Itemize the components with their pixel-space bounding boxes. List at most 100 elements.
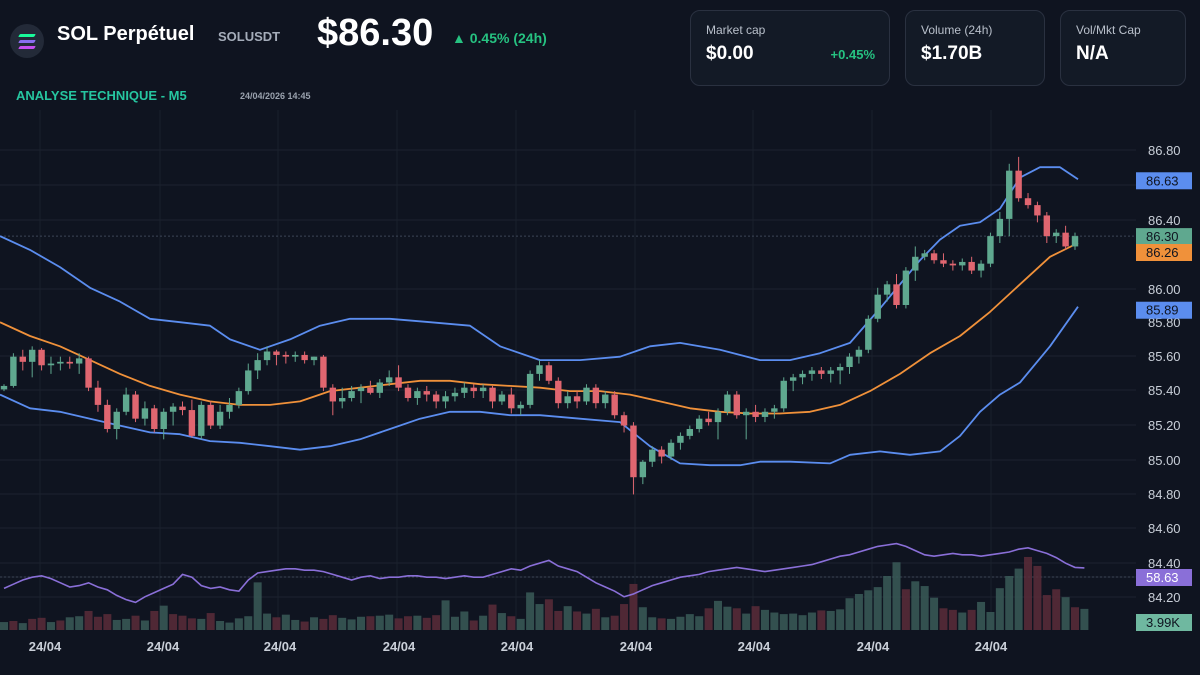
volume-bar (103, 614, 112, 630)
rsi-label-text: 58.63 (1146, 570, 1179, 585)
candle (808, 370, 816, 374)
volume-bar (892, 562, 901, 630)
volume-bar (760, 609, 769, 630)
candle (10, 356, 17, 386)
candle (57, 361, 64, 364)
x-tick-label: 24/04 (29, 639, 62, 654)
volume-bar (901, 589, 910, 630)
candle (949, 263, 957, 266)
volume-bar (507, 616, 516, 630)
candle (461, 387, 468, 393)
volume-bar (319, 618, 328, 630)
x-axis: 24/04 24/04 24/04 24/04 24/04 24/04 24/04 24/04… (29, 639, 1008, 654)
volume-bar (629, 583, 638, 630)
candle (771, 408, 778, 412)
y-tick-label: 85.00 (1148, 453, 1181, 468)
y-tick-label: 84.80 (1148, 487, 1181, 502)
last-price-label-bg (1136, 228, 1192, 246)
volume-bar (93, 616, 102, 630)
candle (799, 373, 806, 378)
volume-bar (385, 614, 394, 630)
vol-mkt-cap-card: Vol/Mkt Cap N/A (1060, 10, 1186, 86)
volume-bar (432, 615, 441, 630)
bollinger-lower-line (0, 306, 1079, 467)
price-change-24h: ▲ 0.45% (24h) (452, 30, 547, 46)
candle (1071, 236, 1079, 247)
volume-bar (234, 618, 243, 630)
y-tick-label: 86.00 (1148, 282, 1181, 297)
volume-bar (497, 613, 506, 630)
candle (724, 394, 731, 412)
rsi-label-bg (1136, 569, 1192, 586)
volume-bar (46, 622, 55, 630)
volume-bar (939, 608, 948, 630)
volume-24h-card: Volume (24h) $1.70B (905, 10, 1045, 86)
y-tick-label: 85.20 (1148, 418, 1181, 433)
volume-bar (178, 615, 187, 630)
candle (780, 380, 787, 409)
moving-average-label-bg (1136, 244, 1192, 261)
volume-bar (601, 617, 610, 630)
x-tick-label: 24/04 (264, 639, 297, 654)
volume-bar (1071, 607, 1079, 630)
candle (216, 411, 224, 426)
volume-bar (751, 606, 760, 630)
candle (1053, 232, 1060, 237)
volume-bar (864, 590, 873, 630)
candle (329, 387, 337, 402)
price-chart[interactable]: 86.80 86.40 86.00 85.80 85.60 85.40 85.20 85.00… (0, 110, 1200, 675)
candles (0, 156, 1079, 495)
volume-bar (75, 616, 84, 630)
candle (85, 358, 92, 388)
candle (592, 387, 600, 404)
volume-bar (873, 587, 882, 630)
candle (630, 425, 637, 478)
analysis-subtitle: ANALYSE TECHNIQUE - M5 (16, 88, 187, 103)
volume-bar (638, 607, 647, 630)
volume-bar (216, 621, 225, 630)
candle (1034, 205, 1041, 216)
volume-bar (685, 614, 694, 630)
candle (508, 394, 515, 409)
candle (489, 387, 496, 402)
candle (1024, 198, 1032, 206)
volume-bar (1042, 595, 1051, 630)
volume-bar (516, 618, 525, 630)
vol-mkt-cap-value: N/A (1076, 43, 1109, 64)
volume-bar (328, 615, 337, 630)
x-tick-label: 24/04 (147, 639, 180, 654)
candle (865, 318, 872, 350)
volume-bar (0, 622, 8, 630)
asset-name: SOL Perpétuel (57, 23, 195, 45)
candle (639, 461, 647, 478)
volume-label: 3.99K (1136, 614, 1192, 631)
volume-bar (920, 586, 929, 630)
candle (442, 396, 449, 402)
candle (517, 404, 524, 409)
candle (160, 411, 167, 429)
volume-bar (357, 616, 365, 630)
volume-bar (770, 612, 779, 630)
volume-bar (836, 609, 845, 630)
moving-average-label: 86.26 (1136, 244, 1192, 261)
volume-bar (460, 611, 469, 630)
y-tick-label: 84.20 (1148, 590, 1181, 605)
candle (395, 377, 402, 388)
volume-bar (65, 617, 74, 630)
candle (912, 256, 919, 271)
volume-bar (930, 597, 939, 630)
candle (1015, 170, 1022, 199)
candle (902, 270, 910, 305)
volume-bar (441, 600, 450, 630)
volume-bar (526, 592, 535, 630)
candle (226, 404, 233, 412)
ticker-symbol: SOLUSDT (218, 29, 281, 44)
candle (75, 358, 83, 364)
candle (292, 354, 299, 357)
volume-24h-value: $1.70B (921, 43, 983, 64)
volume-bar (676, 616, 685, 630)
candle (282, 354, 290, 357)
candle (874, 294, 881, 319)
candle (836, 367, 844, 371)
